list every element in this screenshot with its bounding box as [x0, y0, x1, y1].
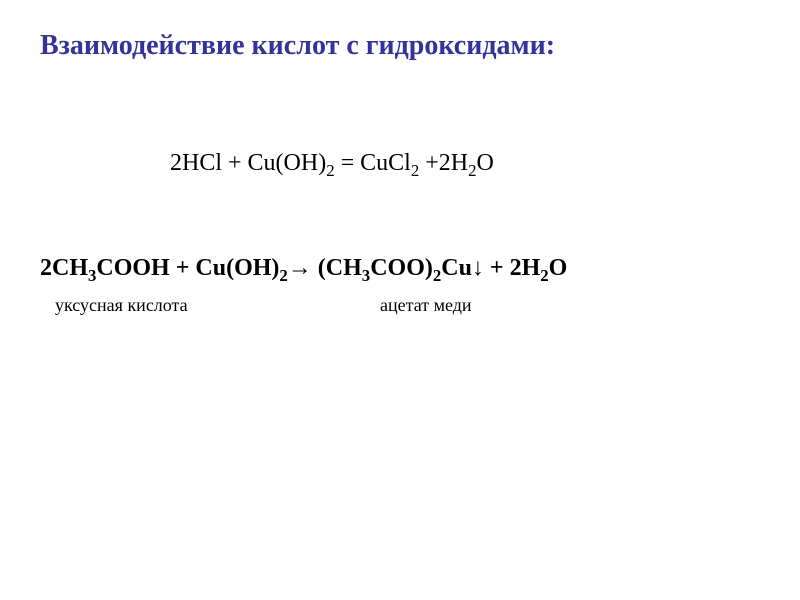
- equation-1: 2HCl + Cu(OH)2 = CuCl2 +2H2O: [170, 150, 494, 181]
- eq2-part3: → (CH: [288, 255, 362, 281]
- slide: Взаимодействие кислот с гидроксидами: 2H…: [0, 0, 800, 600]
- eq1-sub2: 2: [411, 161, 419, 180]
- slide-title: Взаимодействие кислот с гидроксидами:: [40, 30, 555, 62]
- eq2-sub4: 2: [433, 266, 441, 285]
- eq2-sub2: 2: [279, 266, 287, 285]
- eq1-part1: 2: [170, 150, 182, 176]
- eq2-part1: 2CH: [40, 255, 88, 281]
- label-copper-acetate: ацетат меди: [380, 295, 472, 316]
- eq2-part4: COO): [370, 255, 433, 281]
- eq2-part6: O: [549, 255, 568, 281]
- eq1-sub1: 2: [326, 161, 334, 180]
- label-acetic-acid: уксусная кислота: [55, 295, 188, 316]
- eq2-sub5: 2: [540, 266, 548, 285]
- equation-2: 2CH3COOH + Cu(OH)2→ (CH3COO)2Cu↓ + 2H2O: [40, 255, 567, 286]
- eq2-part5: Cu↓ + 2H: [441, 255, 540, 281]
- eq2-sub3: 3: [362, 266, 370, 285]
- eq2-part2: COOH + Cu(OH): [96, 255, 279, 281]
- eq1-part3: = CuCl: [335, 150, 411, 176]
- eq1-part2: HCl + Cu(OH): [182, 150, 326, 176]
- eq1-part5: O: [476, 150, 493, 176]
- eq1-part4: +2H: [419, 150, 468, 176]
